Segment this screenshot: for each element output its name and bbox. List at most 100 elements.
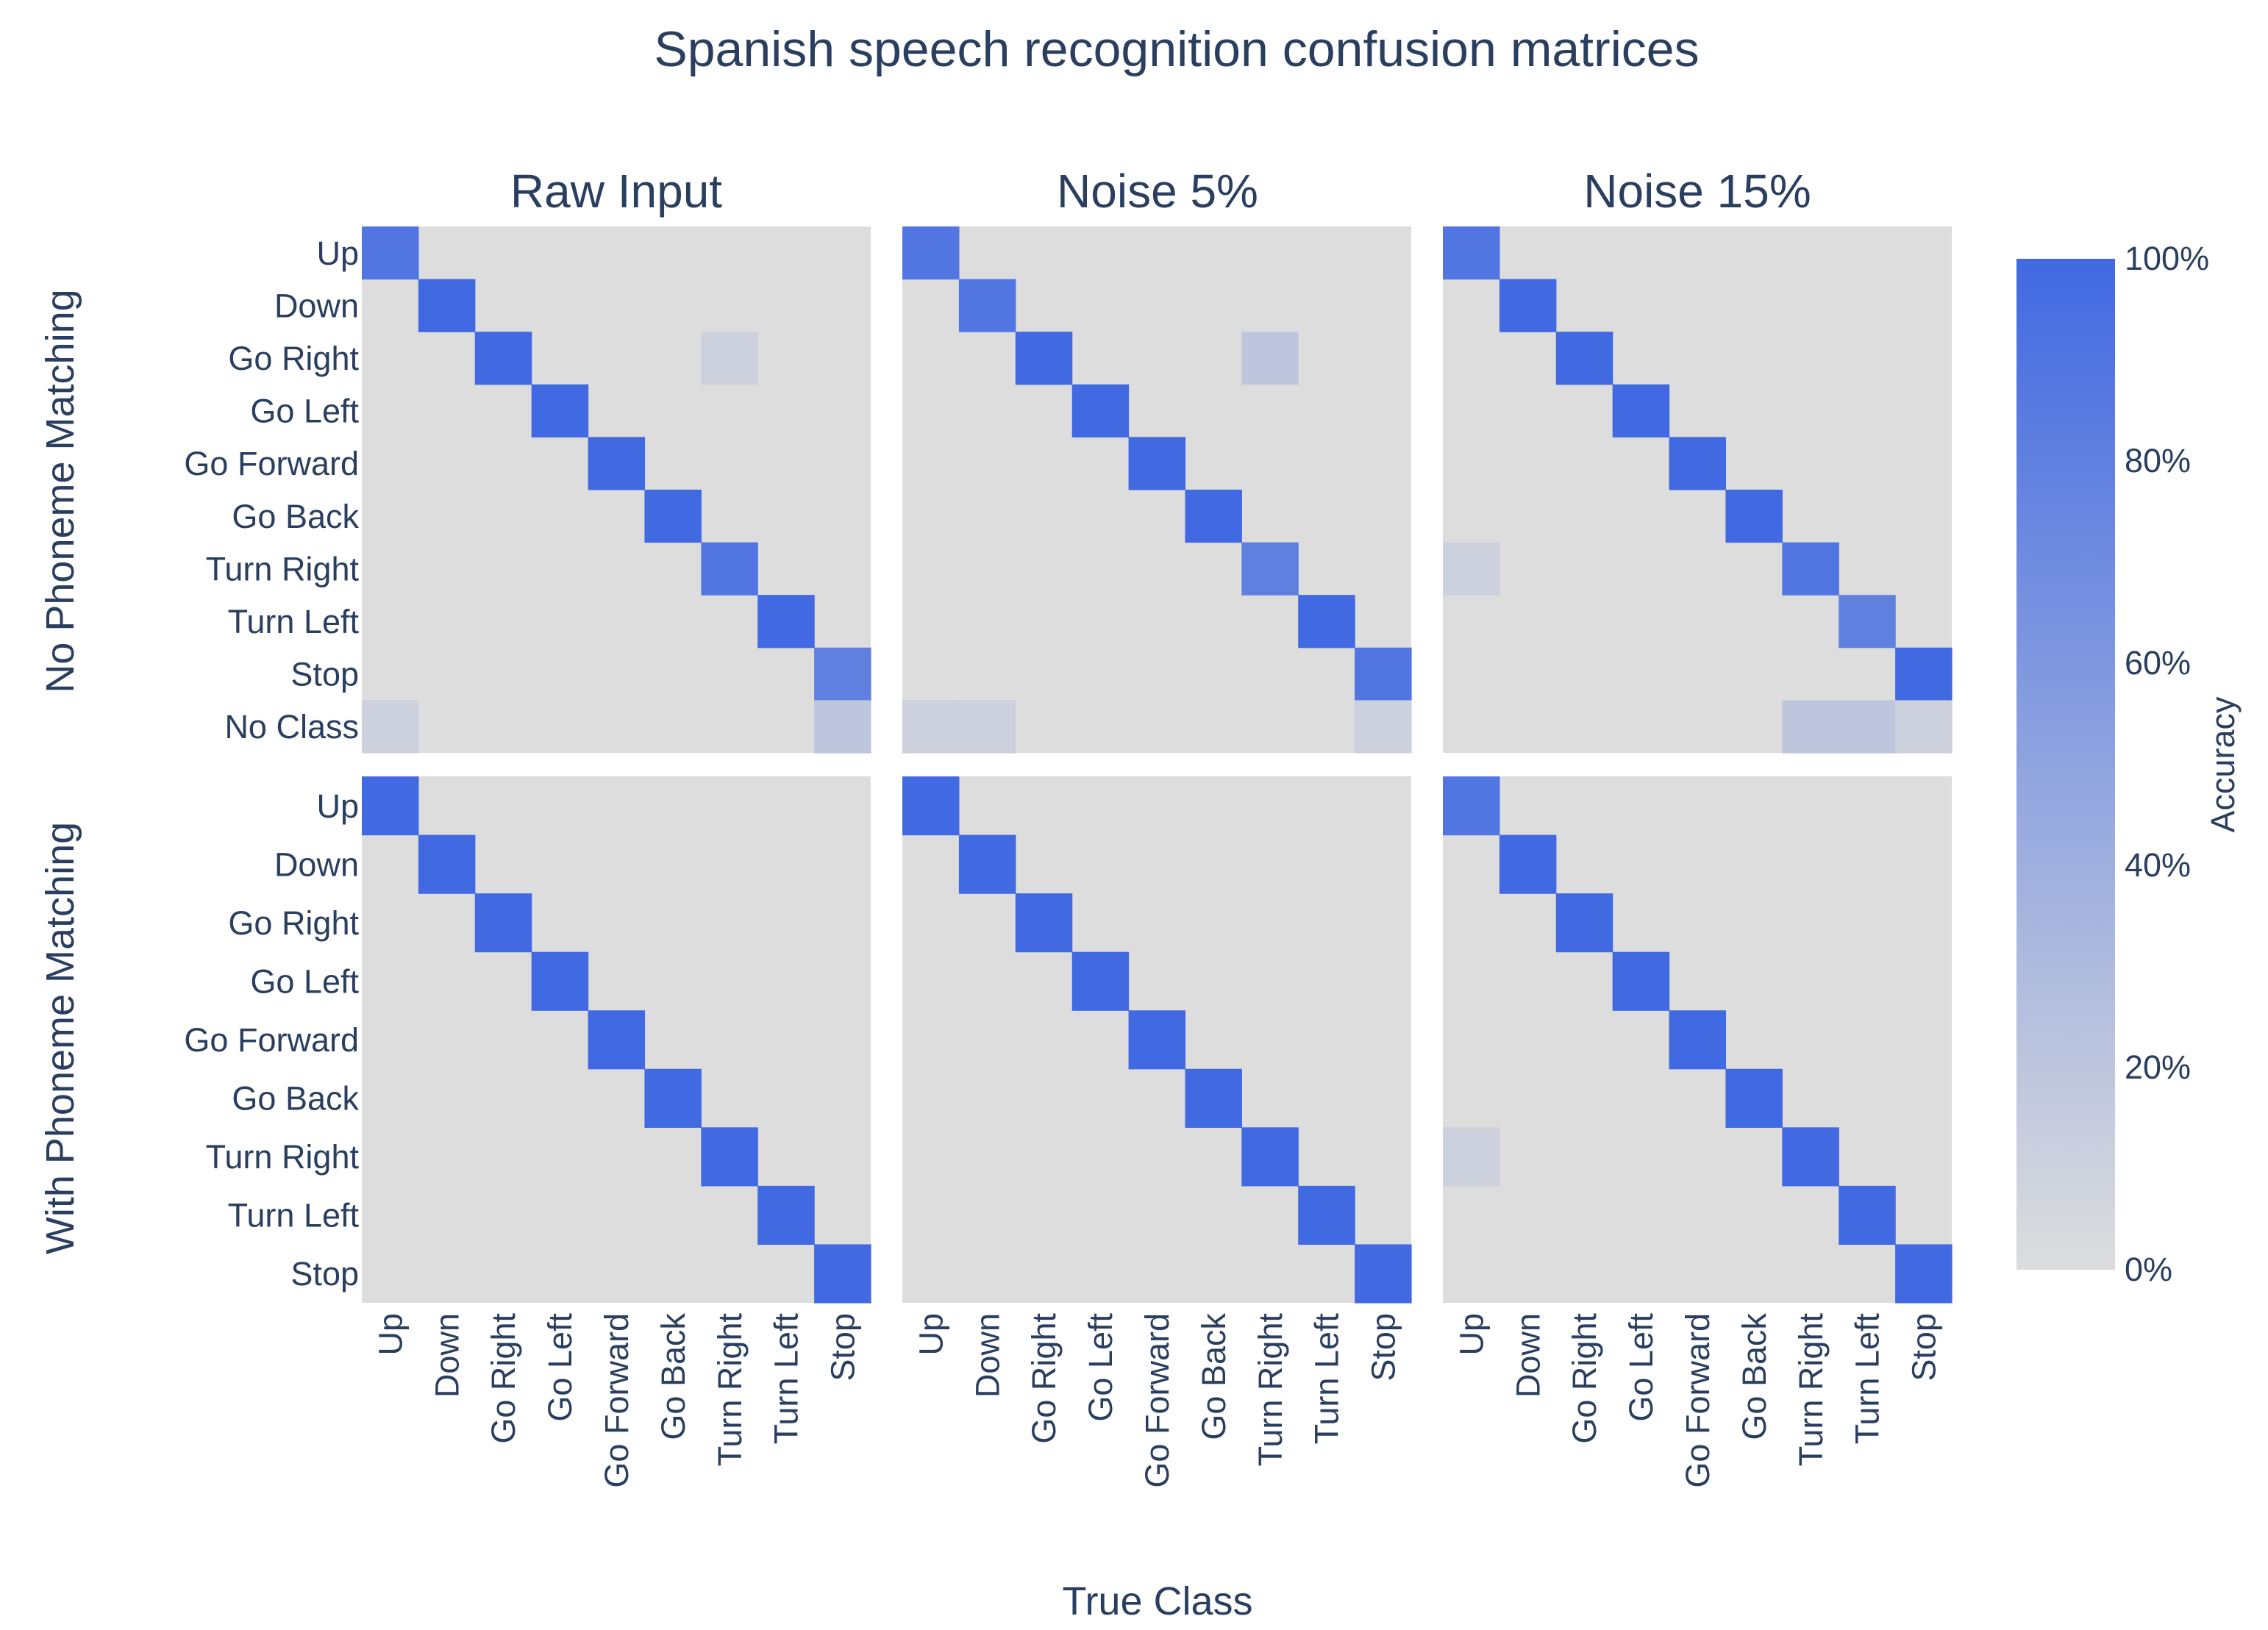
heatmap-cell	[1071, 384, 1130, 437]
heatmap-panel	[1443, 776, 1953, 1304]
heatmap-cell	[531, 951, 589, 1011]
x-tick-label: Stop	[824, 1313, 862, 1381]
heatmap-cell	[1443, 776, 1500, 836]
y-tick-label: Go Left	[250, 393, 359, 430]
y-tick-label: Go Back	[232, 1080, 359, 1118]
y-tick-label: Go Left	[250, 962, 359, 1000]
colorbar-tick-label: 100%	[2125, 240, 2209, 277]
y-tick-label: Down	[274, 846, 359, 883]
y-tick-label: Go Right	[228, 340, 359, 377]
heatmap-cell	[1241, 1127, 1299, 1187]
heatmap-cell	[362, 700, 419, 754]
heatmap-cell	[1355, 700, 1412, 754]
x-tick-label: Turn Left	[1849, 1313, 1886, 1445]
heatmap-panels: Up Down Go Right Go Left Go Forward Go Back Tu…	[184, 226, 1953, 1488]
colorbar-title: Accuracy	[2204, 696, 2242, 833]
heatmap-cell	[902, 226, 960, 280]
heatmap-cell	[418, 279, 476, 332]
y-tick-label: Turn Left	[228, 1197, 360, 1234]
y-tick-label: Stop	[290, 656, 359, 693]
heatmap-cell	[757, 1185, 815, 1245]
heatmap-cell	[902, 700, 960, 754]
x-tick-label: Down	[428, 1313, 466, 1398]
x-tick-label: Stop	[1365, 1313, 1402, 1381]
heatmap-cell	[1782, 542, 1839, 596]
heatmap-cell	[1669, 437, 1727, 490]
heatmap-cell	[958, 700, 1016, 754]
heatmap-cell	[1725, 1068, 1783, 1128]
heatmap-panel	[902, 776, 1412, 1304]
heatmap-panel	[902, 226, 1412, 754]
heatmap-cell	[1499, 279, 1557, 332]
heatmap-cell	[362, 226, 419, 280]
heatmap-cell	[701, 332, 758, 385]
heatmap-cell	[757, 595, 815, 648]
heatmap-cell	[1555, 893, 1613, 953]
y-tick-label: Go Forward	[184, 445, 359, 482]
colorbar-tick-label: 40%	[2125, 846, 2191, 884]
heatmap-panel	[1443, 226, 1953, 754]
x-tick-label: Go Forward	[1138, 1313, 1176, 1488]
heatmap-cell	[1895, 700, 1953, 754]
heatmap-cell	[814, 647, 871, 701]
row-title-no-phoneme-matching: No Phoneme Matching	[38, 289, 82, 693]
colorbar-tick-label: 20%	[2125, 1048, 2191, 1086]
heatmap-cell	[1185, 1068, 1242, 1128]
heatmap-cell	[644, 1068, 702, 1128]
y-tick-label: Turn Right	[206, 1138, 360, 1176]
heatmap-cell	[1839, 700, 1896, 754]
heatmap-cell	[1241, 332, 1299, 385]
x-tick-label: Up	[371, 1313, 409, 1356]
heatmap-cell	[1298, 595, 1355, 648]
x-tick-label: Up	[1452, 1313, 1490, 1356]
heatmap-cell	[1298, 1185, 1355, 1245]
x-tick-label: Go Right	[1025, 1313, 1063, 1444]
heatmap-cell	[531, 384, 589, 437]
x-tick-label: Go Left	[1082, 1313, 1119, 1422]
heatmap-cell	[1443, 542, 1500, 596]
column-title-noise-15: Noise 15%	[1583, 165, 1811, 218]
column-title-noise-5: Noise 5%	[1057, 165, 1258, 218]
heatmap-cell	[1612, 951, 1670, 1011]
y-tick-label: Down	[274, 287, 359, 324]
heatmap-cell	[1555, 332, 1613, 385]
heatmap-cell	[1895, 647, 1953, 701]
heatmap-cell	[1443, 1127, 1500, 1187]
heatmap-cell	[958, 279, 1016, 332]
heatmap-cell	[1499, 834, 1557, 894]
row-title-with-phoneme-matching: With Phoneme Matching	[38, 822, 82, 1254]
x-tick-label: Down	[969, 1313, 1006, 1398]
heatmap-cell	[1015, 893, 1073, 953]
heatmap-cell	[814, 1244, 871, 1304]
heatmap-cell	[644, 490, 702, 543]
heatmap-cell	[418, 834, 476, 894]
x-tick-label: Turn Left	[1308, 1313, 1346, 1445]
x-tick-label: Go Back	[1736, 1313, 1773, 1440]
x-tick-label: Go Left	[1622, 1313, 1660, 1422]
x-tick-label: Turn Right	[711, 1313, 749, 1467]
heatmap-cell	[1839, 1185, 1896, 1245]
x-axis-title: True Class	[1062, 1579, 1252, 1623]
colorbar-gradient	[2016, 259, 2115, 1270]
heatmap-cell	[474, 893, 532, 953]
y-tick-label: Turn Right	[206, 550, 360, 587]
x-tick-label: Down	[1509, 1313, 1547, 1398]
x-tick-label: Go Forward	[1679, 1313, 1716, 1488]
x-tick-label: Stop	[1905, 1313, 1943, 1381]
y-tick-label: Turn Left	[228, 603, 360, 640]
x-tick-label: Go Right	[1566, 1313, 1603, 1444]
heatmap-panel	[362, 226, 871, 754]
colorbar-tick-label: 0%	[2125, 1251, 2172, 1288]
column-title-raw-input: Raw Input	[510, 165, 722, 218]
x-tick-label: Turn Right	[1252, 1313, 1289, 1467]
heatmap-cell	[1782, 700, 1839, 754]
x-tick-label: Turn Left	[768, 1313, 805, 1445]
heatmap-cell	[1895, 1244, 1953, 1304]
y-tick-label: Go Forward	[184, 1021, 359, 1059]
y-tick-label: No Class	[224, 708, 359, 746]
x-tick-label: Go Left	[541, 1313, 579, 1422]
heatmap-cell	[958, 834, 1016, 894]
heatmap-cell	[1839, 595, 1896, 648]
heatmap-cell	[588, 437, 646, 490]
